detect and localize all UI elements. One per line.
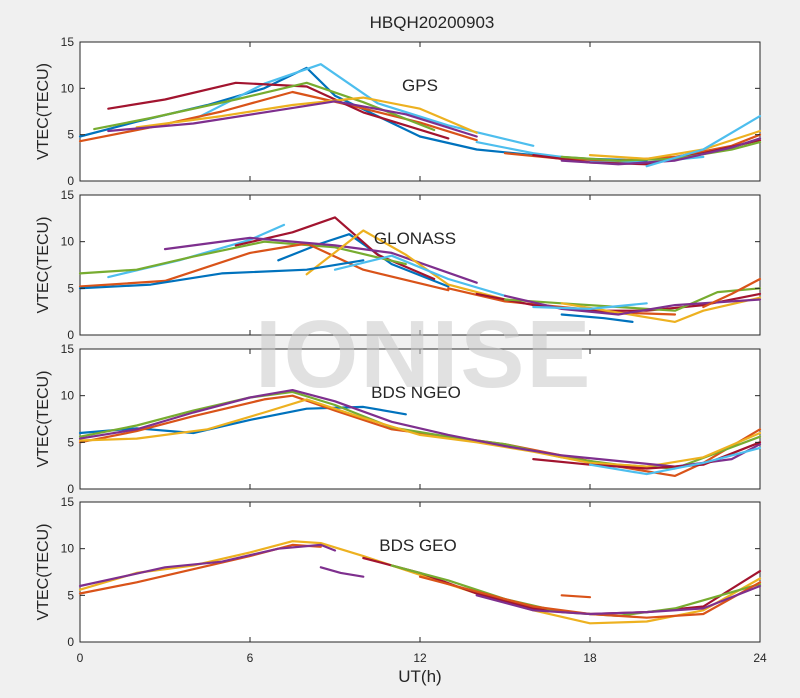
series-line: [192, 63, 535, 147]
y-axis-label: VTEC(TECU): [35, 371, 52, 468]
series-line: [319, 566, 365, 578]
x-tick-label: 12: [413, 651, 427, 665]
y-tick-label: 0: [67, 328, 74, 342]
y-tick-label: 5: [67, 128, 74, 142]
series-line: [78, 259, 365, 290]
y-tick-label: 10: [61, 542, 75, 556]
series-line: [78, 389, 762, 468]
series-line: [305, 229, 507, 301]
series-line: [78, 242, 450, 292]
x-axis-label: UT(h): [398, 667, 441, 686]
panel-label: BDS GEO: [379, 536, 456, 555]
series-line: [560, 594, 592, 599]
series-line: [107, 100, 478, 138]
x-tick-label: 18: [583, 651, 597, 665]
series-line: [702, 277, 762, 309]
series-line: [503, 294, 762, 316]
series-line: [93, 81, 436, 132]
series-line: [588, 446, 762, 476]
series-line: [333, 254, 507, 297]
series-line: [532, 302, 648, 310]
y-tick-label: 15: [61, 342, 75, 356]
y-tick-label: 10: [61, 389, 75, 403]
y-axis-label: VTEC(TECU): [35, 217, 52, 314]
series-line: [163, 236, 478, 284]
series-line: [645, 114, 762, 168]
panel-4: 0 5 10 15 0 6 12 18 24 VTEC(TECU) BDS GEO: [35, 495, 767, 665]
panels-group: 0 5 10 15 VTEC(TECU) GPS 0 5 10 15 VTEC(TECU) GLONA…: [35, 35, 767, 665]
y-tick-label: 0: [67, 482, 74, 496]
panel-1: 0 5 10 15 VTEC(TECU) GPS: [35, 35, 762, 188]
chart-title: HBQH20200903: [370, 13, 495, 32]
panel-label: GLONASS: [374, 229, 456, 248]
y-tick-label: 15: [61, 495, 75, 509]
series-line: [107, 81, 450, 140]
panel-3: 0 5 10 15 VTEC(TECU) BDS NGEO: [35, 342, 762, 496]
series-line: [277, 233, 450, 288]
y-tick-label: 5: [67, 435, 74, 449]
series-line: [78, 240, 407, 275]
y-tick-label: 0: [67, 174, 74, 188]
series-line: [78, 398, 762, 468]
series-line: [588, 129, 762, 160]
series-line: [78, 543, 337, 588]
y-tick-label: 15: [61, 188, 75, 202]
series-line: [475, 584, 762, 616]
panel-label: GPS: [402, 76, 438, 95]
y-tick-label: 15: [61, 35, 75, 49]
y-tick-label: 5: [67, 588, 74, 602]
panel-label: BDS NGEO: [371, 383, 461, 402]
series-line: [560, 137, 762, 166]
y-tick-label: 10: [61, 81, 75, 95]
y-tick-label: 0: [67, 635, 74, 649]
series-line: [560, 313, 634, 323]
panel-2: 0 5 10 15 VTEC(TECU) GLONASS: [35, 188, 762, 342]
x-tick-label: 0: [77, 651, 84, 665]
y-axis-label: VTEC(TECU): [35, 63, 52, 160]
y-axis-label: VTEC(TECU): [35, 524, 52, 621]
x-tick-label: 24: [753, 651, 767, 665]
y-tick-label: 10: [61, 235, 75, 249]
y-tick-label: 5: [67, 281, 74, 295]
series-line: [560, 296, 762, 323]
x-tick-label: 6: [247, 651, 254, 665]
